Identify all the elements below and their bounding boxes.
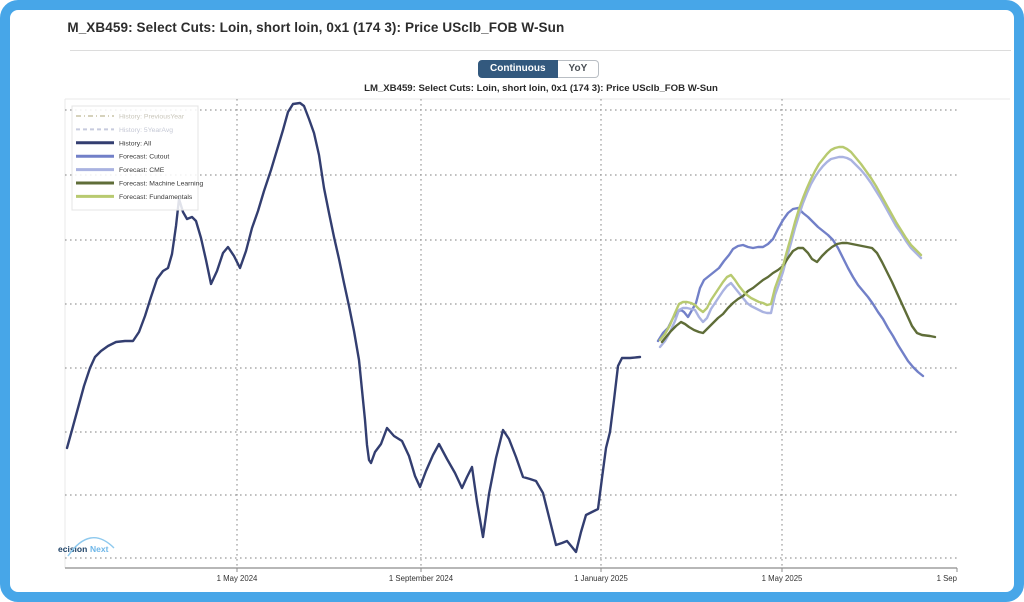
- x-axis-label: 1 May 2024: [217, 574, 258, 583]
- series-history-all: [65, 101, 642, 554]
- legend-item-label[interactable]: History: All: [119, 140, 152, 147]
- chart-canvas: 1 May 2024 1 September 2024 1 January 2025…: [58, 83, 1010, 583]
- legend-item-label[interactable]: Forecast: Machine Learning: [119, 181, 203, 188]
- watermark-logo-suffix: Next: [90, 544, 109, 554]
- legend-item-label[interactable]: Forecast: CME: [119, 167, 165, 174]
- legend-item-label[interactable]: History: PreviousYear: [119, 114, 185, 121]
- series-forecast-cutout: [656, 206, 925, 378]
- legend-item-label[interactable]: History: 5YearAvg: [119, 127, 173, 134]
- toggle-yoy-button[interactable]: YoY: [557, 60, 600, 78]
- toggle-continuous-button[interactable]: Continuous: [478, 60, 558, 78]
- x-axis-label: 1 May 2025: [762, 574, 803, 583]
- chart-card: LM_XB459: Select Cuts: Loin, short loin,…: [10, 10, 1014, 592]
- title-divider: [70, 50, 1011, 51]
- page-title-text: LM_XB459: Select Cuts: Loin, short loin,…: [68, 20, 565, 35]
- x-axis-label: 1 September 2024: [389, 574, 454, 583]
- legend-item-label[interactable]: Forecast: Fundamentals: [119, 194, 193, 201]
- page-title: LM_XB459: Select Cuts: Loin, short loin,…: [68, 19, 564, 39]
- watermark-arc-icon: [67, 537, 115, 557]
- series-forecast-fundamentals: [658, 145, 923, 342]
- legend-item-label[interactable]: Forecast: Cutout: [119, 154, 169, 161]
- view-mode-toggle: Continuous YoY: [478, 60, 600, 78]
- x-axis-label: 1 January 2025: [574, 574, 628, 583]
- x-axis-label: 1 Sep: [937, 574, 958, 583]
- legend-box: [71, 105, 199, 211]
- chart-area: 1 May 2024 1 September 2024 1 January 2025…: [10, 10, 1014, 592]
- series-forecast-machine-learning: [660, 241, 937, 344]
- chart-title: LM_XB459: Select Cuts: Loin, short loin,…: [364, 83, 718, 94]
